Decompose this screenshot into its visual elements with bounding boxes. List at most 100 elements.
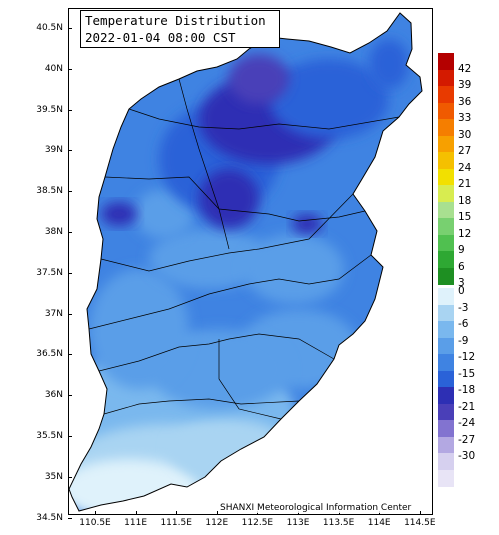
longitude-tick (95, 511, 96, 515)
legend-swatch (438, 387, 454, 404)
temperature-zone (199, 169, 259, 229)
district-boundary (103, 398, 300, 415)
temperature-zone (244, 234, 344, 304)
temperature-zone (292, 214, 322, 234)
district-boundary (88, 254, 372, 330)
legend-swatch (438, 53, 454, 70)
temperature-zone (89, 269, 189, 389)
map-timestamp: 2022-01-04 08:00 CST (85, 30, 236, 45)
legend-label: 42 (458, 62, 472, 75)
longitude-tick (419, 511, 421, 515)
legend-label: 3 (458, 277, 465, 290)
latitude-tick-label: 39N (44, 145, 63, 156)
legend-label: -9 (458, 334, 469, 347)
latitude-tick (68, 436, 72, 437)
legend-label: 21 (458, 178, 472, 191)
legend-label: -24 (458, 417, 476, 430)
latitude-tick-label: 38N (44, 227, 63, 237)
temperature-zone (134, 189, 194, 239)
legend-swatch (438, 185, 454, 202)
legend-swatch (438, 119, 454, 136)
latitude-tick (68, 313, 72, 315)
longitude-tick (298, 511, 299, 515)
latitude-tick (68, 68, 72, 70)
temperature-map (69, 12, 423, 512)
legend-swatch (438, 69, 454, 87)
temperature-zone (101, 202, 137, 226)
legend-swatch (438, 201, 454, 219)
latitude-tick (68, 28, 72, 29)
latitude-tick-label: 37.5N (36, 267, 63, 278)
district-boundaries (88, 78, 400, 420)
longitude-tick-label: 113.5E (322, 518, 355, 528)
legend-swatch (438, 86, 454, 103)
district-boundary (104, 176, 366, 222)
legend-label: -15 (458, 367, 476, 380)
legend-label: -18 (458, 384, 476, 397)
legend-swatch (438, 436, 454, 454)
legend-label: -12 (458, 351, 476, 364)
legend-swatch (438, 218, 454, 235)
latitude-tick (68, 109, 72, 111)
province-boundary (69, 12, 423, 512)
district-boundary (218, 339, 282, 420)
legend-swatch (438, 288, 454, 305)
legend-swatch (438, 102, 454, 120)
legend-label: -27 (458, 433, 476, 446)
longitude-tick-label: 110.5E (79, 518, 111, 528)
legend-label: 36 (458, 95, 472, 108)
district-boundary (100, 193, 354, 272)
longitude-tick-label: 114E (367, 518, 391, 528)
latitude-tick-label: 35N (44, 471, 63, 482)
legend-label: 39 (458, 79, 472, 92)
legend-label: 33 (458, 112, 472, 125)
legend-label: 18 (458, 194, 472, 207)
legend-swatch (438, 469, 454, 487)
legend-label: -21 (458, 400, 476, 413)
legend-swatch (438, 354, 454, 371)
latitude-tick-label: 40.5N (36, 23, 63, 33)
longitude-tick-label: 112.5E (241, 518, 274, 528)
longitude-tick (176, 511, 178, 515)
latitude-tick (68, 517, 72, 519)
longitude-tick-label: 112E (205, 518, 229, 528)
legend-label: 6 (458, 260, 465, 273)
map-title: Temperature Distribution (85, 13, 266, 28)
latitude-tick (68, 191, 72, 193)
latitude-tick-label: 38.5N (36, 186, 63, 197)
longitude-tick (257, 511, 259, 515)
legend-swatch (438, 370, 454, 388)
longitude-tick (216, 511, 218, 515)
latitude-tick-label: 34.5N (36, 512, 63, 523)
legend-swatch (438, 453, 454, 470)
latitude-tick (68, 272, 72, 274)
longitude-tick (379, 511, 381, 515)
latitude-tick (68, 476, 72, 478)
legend-swatch (438, 168, 454, 186)
legend-label: 15 (458, 211, 472, 224)
legend-swatch (438, 251, 454, 268)
map-title-box: Temperature Distribution 2022-01-04 08:0… (80, 10, 280, 48)
longitude-tick-label: 111.5E (160, 518, 192, 528)
legend-label: 27 (458, 145, 472, 158)
longitude-tick-label: 114.5E (404, 518, 436, 528)
legend-swatch (438, 152, 454, 169)
temperature-zone (169, 419, 289, 479)
district-boundary (128, 108, 400, 130)
legend-label: -30 (458, 450, 476, 463)
latitude-tick (68, 150, 72, 152)
latitude-tick-label: 37N (44, 308, 63, 319)
temperature-zone (229, 54, 289, 104)
latitude-tick (68, 395, 72, 397)
latitude-tick (68, 354, 72, 356)
legend-swatch (438, 403, 454, 421)
legend-swatch (438, 304, 454, 322)
longitude-tick (135, 511, 137, 515)
legend-label: 30 (458, 128, 472, 141)
legend-label: 9 (458, 244, 465, 257)
temperature-zone (369, 39, 409, 89)
latitude-tick-label: 36.5N (36, 349, 63, 360)
temperature-zone (149, 229, 269, 289)
legend-label: -6 (458, 318, 469, 331)
legend-label: -3 (458, 301, 469, 314)
